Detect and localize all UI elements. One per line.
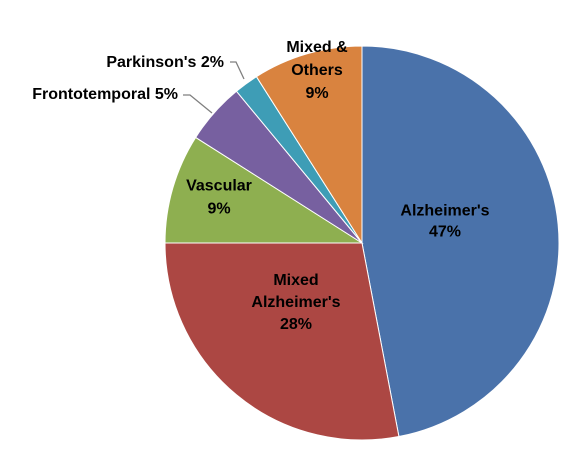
pie-label-mixed-alzheimer-s: Mixed Alzheimer's 28% [251,272,340,333]
pie-leader-lines [183,61,245,114]
pie-label-line: 9% [207,201,230,218]
pie-slice-mixed-others [255,45,363,245]
pie-slice-vascular [164,136,364,244]
pie-label-line: 28% [280,316,312,333]
pie-label-line: 47% [429,224,461,241]
pie-label-alzheimer-s: Alzheimer's 47% [400,203,489,241]
pie-slice-mixed-alzheimer-s [164,242,400,441]
pie-label-line: Mixed & [286,39,348,56]
pie-label-line: Others [291,62,343,79]
pie-label-line: 9% [305,85,328,102]
pie-slices [164,45,560,441]
pie-label-line: Alzheimer's [251,294,340,311]
pie-labels: Alzheimer's 47% Mixed Alzheimer's 28% Vascula… [32,39,489,333]
pie-label-parkinson-s: Parkinson's 2% [106,54,224,71]
pie-slice-alzheimer-s [361,45,560,438]
pie-label-line: Mixed [273,272,318,289]
leader-line-parkinson-s [230,61,245,80]
pie-label-frontotemporal: Frontotemporal 5% [32,86,178,103]
pie-label-mixed-others: Mixed & Others 9% [286,39,348,102]
pie-label-vascular: Vascular 9% [186,178,252,218]
pie-label-line: Vascular [186,178,252,195]
pie-label-line: Alzheimer's [400,203,489,220]
leader-line-frontotemporal [183,94,213,114]
